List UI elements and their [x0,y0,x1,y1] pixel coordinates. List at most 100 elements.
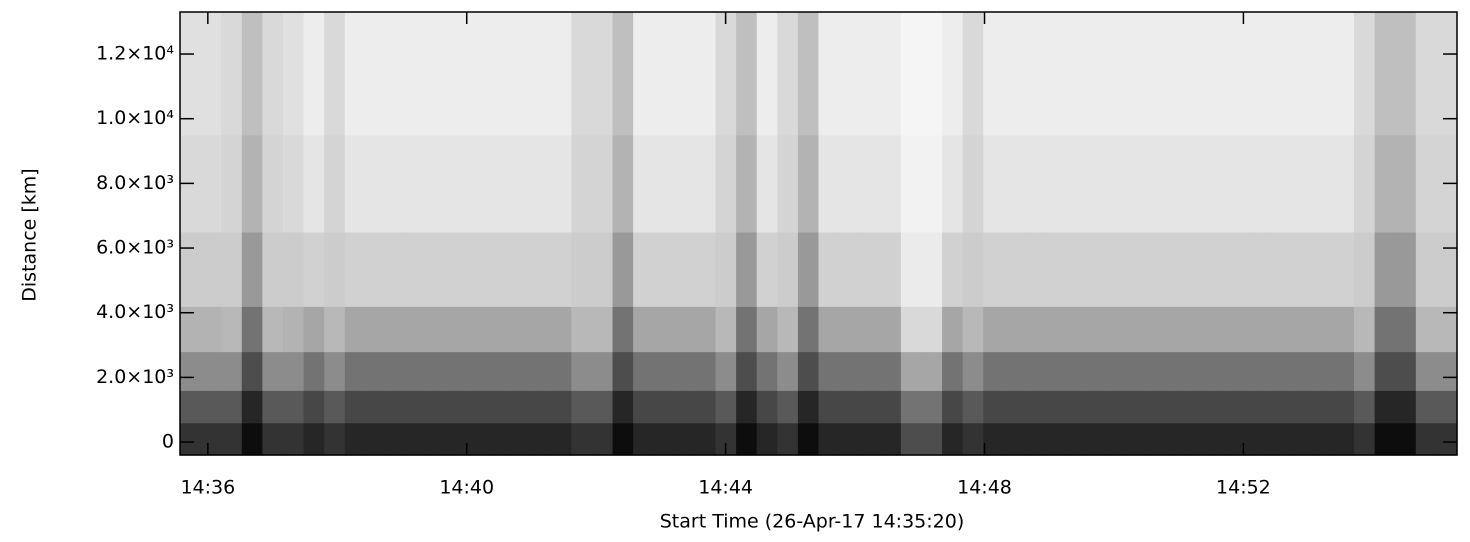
heatmap-cell [303,390,325,424]
heatmap-cell [571,390,593,424]
heatmap-cell [303,231,325,307]
heatmap-cell [818,134,840,233]
heatmap-cell [1374,351,1396,391]
heatmap-cell [1024,351,1046,391]
heatmap-cell [488,12,511,136]
heatmap-cell [1045,351,1067,391]
heatmap-cell [1168,231,1190,307]
heatmap-cell [1189,134,1211,233]
heatmap-cell [221,422,243,456]
heatmap-cell [530,231,552,307]
heatmap-cell [282,422,305,456]
heatmap-cell [530,12,552,136]
heatmap-cell [571,12,593,136]
heatmap-cell [1003,306,1026,353]
heatmap-cell [942,134,964,233]
heatmap-cell [818,390,840,424]
heatmap-cell [633,306,655,353]
heatmap-cell [1168,134,1190,233]
heatmap-cell [241,351,263,391]
heatmap-cell [406,390,428,424]
heatmap-cell [900,12,923,136]
heatmap-cell [1292,134,1314,233]
heatmap-cell [262,134,284,233]
heatmap-cell [983,306,1005,353]
heatmap-cell [1106,306,1129,353]
heatmap-cell [1292,351,1314,391]
heatmap-cell [344,351,366,391]
heatmap-cell [365,12,387,136]
heatmap-cell [1333,351,1355,391]
heatmap-cell [962,231,984,307]
heatmap-cell [1395,12,1417,136]
heatmap-cell [427,390,449,424]
heatmap-cell [1415,12,1438,136]
plot-frame [179,11,1458,456]
heatmap-cell [612,134,634,233]
heatmap-cell [1045,231,1067,307]
heatmap-cell [1230,12,1252,136]
heatmap-cell [1230,134,1252,233]
heatmap-cell [1354,134,1376,233]
heatmap-cell [1168,390,1190,424]
heatmap-cell [530,134,552,233]
heatmap-cell [839,351,861,391]
heatmap-cell [447,306,469,353]
heatmap-cell [1251,306,1273,353]
heatmap-cell [962,422,984,456]
heatmap-cell [571,134,593,233]
heatmap-cell [385,134,408,233]
heatmap-cell [1189,422,1211,456]
heatmap-cell [1312,351,1335,391]
y-tick-label: 2.0×10³ [96,366,174,388]
heatmap-cell [633,231,655,307]
heatmap-cell [550,306,572,353]
heatmap-cell [1086,306,1108,353]
heatmap-cell [1148,306,1170,353]
heatmap-cell [571,422,593,456]
heatmap-cell [303,422,325,456]
heatmap-cell [1436,422,1458,456]
heatmap-cell [221,390,243,424]
heatmap-cell [324,231,346,307]
heatmap-cell [612,12,634,136]
heatmap-cell [1333,12,1355,136]
heatmap-cell [715,306,737,353]
heatmap-cell [1374,231,1396,307]
heatmap-cell [447,390,469,424]
heatmap [180,12,1458,456]
heatmap-cell [1251,12,1273,136]
heatmap-cell [1271,231,1293,307]
heatmap-cell [1127,231,1149,307]
y-axis-title: Distance [km] [19,168,41,301]
heatmap-cell [818,12,840,136]
heatmap-cell [1415,134,1438,233]
heatmap-cell [550,390,572,424]
heatmap-cell [859,306,881,353]
heatmap-cell [921,390,943,424]
heatmap-cell [612,306,634,353]
heatmap-cell [262,422,284,456]
heatmap-cell [756,134,778,233]
heatmap-cell [1189,351,1211,391]
heatmap-cell [880,12,902,136]
heatmap-cell [1086,231,1108,307]
heatmap-cell [1395,351,1417,391]
heatmap-cell [262,231,284,307]
heatmap-cell [427,134,449,233]
heatmap-cell [1003,390,1026,424]
heatmap-cell [653,390,675,424]
heatmap-cell [1395,134,1417,233]
heatmap-cell [777,422,799,456]
heatmap-cell [1374,134,1396,233]
heatmap-cell [1148,351,1170,391]
heatmap-cell [1024,306,1046,353]
heatmap-cell [1415,422,1438,456]
heatmap-cell [1024,134,1046,233]
heatmap-cell [880,351,902,391]
heatmap-cell [406,12,428,136]
heatmap-cell [550,422,572,456]
x-tick-label: 14:36 [180,477,235,499]
heatmap-cell [591,231,614,307]
